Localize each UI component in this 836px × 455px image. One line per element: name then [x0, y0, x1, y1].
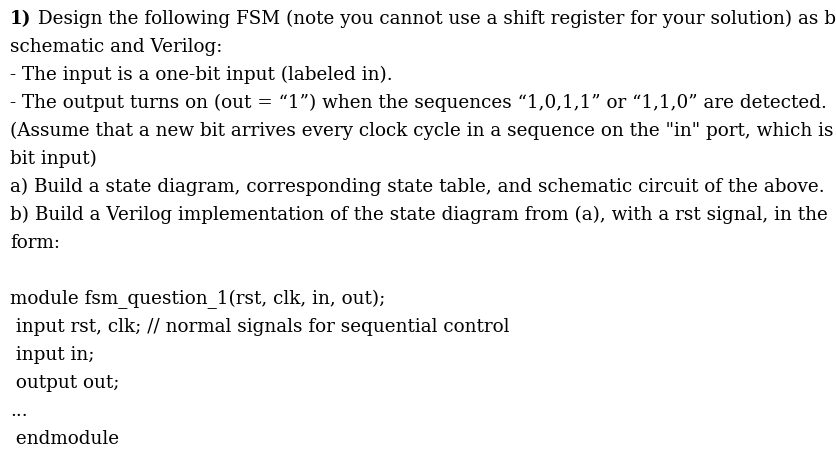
Text: (Assume that a new bit arrives every clock cycle in a sequence on the "in" port,: (Assume that a new bit arrives every clo…: [10, 122, 836, 140]
Text: Design the following FSM (note you cannot use a shift register for your solution: Design the following FSM (note you canno…: [32, 10, 836, 28]
Text: endmodule: endmodule: [10, 429, 119, 447]
Text: a) Build a state diagram, corresponding state table, and schematic circuit of th: a) Build a state diagram, corresponding …: [10, 177, 823, 196]
Text: input in;: input in;: [10, 345, 94, 363]
Text: input rst, clk; // normal signals for sequential control: input rst, clk; // normal signals for se…: [10, 317, 509, 335]
Text: b) Build a Verilog implementation of the state diagram from (a), with a rst sign: b) Build a Verilog implementation of the…: [10, 206, 827, 224]
Text: ...: ...: [10, 401, 28, 419]
Text: - The output turns on (out = “1”) when the sequences “1,0,1,1” or “1,1,0” are de: - The output turns on (out = “1”) when t…: [10, 94, 826, 112]
Text: 1): 1): [10, 10, 32, 28]
Text: module fsm_question_1(rst, clk, in, out);: module fsm_question_1(rst, clk, in, out)…: [10, 289, 385, 308]
Text: schematic and Verilog:: schematic and Verilog:: [10, 38, 222, 56]
Text: - The input is a one-bit input (labeled in).: - The input is a one-bit input (labeled …: [10, 66, 392, 84]
Text: form:: form:: [10, 233, 60, 252]
Text: output out;: output out;: [10, 373, 120, 391]
Text: bit input): bit input): [10, 150, 97, 168]
